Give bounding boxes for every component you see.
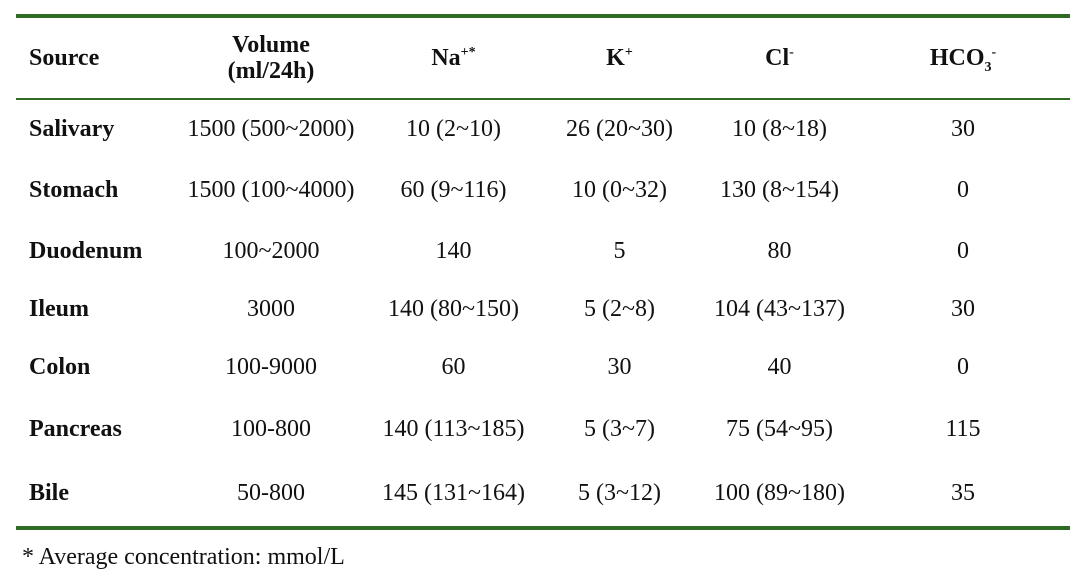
table-top-rule: [16, 14, 1070, 18]
cell-k: 30: [607, 353, 632, 380]
header-cl-text: Cl: [765, 44, 790, 71]
header-k: K+: [536, 18, 703, 98]
header-volume: Volume (ml/24h): [171, 18, 371, 98]
header-k-text: K: [606, 44, 625, 71]
cell-hco3: 0: [957, 238, 969, 264]
cell-k: 26 (20~30): [566, 115, 673, 142]
cell-cl: 80: [767, 238, 792, 264]
header-hco3-sub: 3: [984, 59, 992, 75]
cell-hco3: 35: [951, 479, 975, 506]
header-volume-line1: Volume: [232, 31, 310, 58]
cell-hco3: 115: [945, 416, 981, 442]
cell-volume: 1500 (500~2000): [187, 115, 355, 142]
header-hco3-text: HCO: [929, 44, 985, 71]
cell-na: 10 (2~10): [406, 115, 501, 142]
table-bottom-rule: [16, 526, 1070, 530]
cell-source: Bile: [29, 479, 69, 506]
cell-k: 5: [613, 238, 626, 264]
table-row: Salivary 1500 (500~2000) 10 (2~10) 26 (2…: [16, 98, 1070, 160]
header-k-sup: +: [624, 44, 633, 60]
header-cl-sup: -: [789, 44, 794, 60]
cell-volume: 1500 (100~4000): [187, 177, 355, 203]
table-row: Duodenum 100~2000 140 5 80 0: [16, 221, 1070, 282]
table-row: Bile 50-800 145 (131~164) 5 (3~12) 100 (…: [16, 462, 1070, 524]
table-header-row: Source Volume (ml/24h) Na+* K+ Cl- HCO3-: [16, 18, 1070, 98]
cell-cl: 100 (89~180): [714, 479, 845, 506]
cell-source: Ileum: [29, 296, 89, 322]
header-na: Na+*: [371, 18, 536, 98]
cell-source: Stomach: [29, 177, 119, 203]
table-row: Ileum 3000 140 (80~150) 5 (2~8) 104 (43~…: [16, 282, 1070, 337]
cell-volume: 100~2000: [222, 238, 320, 264]
header-hco3: HCO3-: [856, 18, 1070, 98]
cell-k: 5 (2~8): [584, 296, 655, 322]
header-na-text: Na: [431, 44, 461, 71]
header-hco3-sup: -: [991, 44, 997, 60]
cell-na: 140 (113~185): [382, 416, 525, 442]
cell-na: 145 (131~164): [382, 479, 525, 506]
table-header-rule: [16, 98, 1070, 100]
cell-k: 10 (0~32): [572, 177, 667, 203]
cell-source: Salivary: [29, 115, 115, 142]
cell-volume: 100-9000: [225, 353, 317, 380]
cell-source: Colon: [29, 353, 91, 380]
cell-cl: 10 (8~18): [732, 115, 827, 142]
cell-source: Pancreas: [29, 416, 122, 442]
cell-k: 5 (3~12): [578, 479, 661, 506]
cell-na: 140 (80~150): [388, 296, 519, 322]
header-cl: Cl-: [703, 18, 856, 98]
cell-cl: 75 (54~95): [726, 416, 833, 442]
cell-volume: 3000: [247, 296, 295, 322]
header-volume-line2: (ml/24h): [227, 58, 315, 84]
cell-hco3: 0: [957, 177, 969, 203]
cell-volume: 100-800: [231, 416, 311, 442]
cell-hco3: 30: [951, 296, 975, 322]
electrolyte-table: Source Volume (ml/24h) Na+* K+ Cl- HCO3-…: [16, 18, 1070, 524]
header-na-sup: +*: [460, 44, 476, 60]
table-row: Stomach 1500 (100~4000) 60 (9~116) 10 (0…: [16, 160, 1070, 221]
cell-k: 5 (3~7): [584, 416, 655, 442]
table-row: Colon 100-9000 60 30 40 0: [16, 337, 1070, 397]
table-row: Pancreas 100-800 140 (113~185) 5 (3~7) 7…: [16, 397, 1070, 462]
cell-source: Duodenum: [29, 238, 143, 264]
cell-na: 60: [441, 353, 466, 380]
header-source: Source: [29, 44, 100, 71]
cell-cl: 40: [767, 353, 792, 380]
cell-cl: 104 (43~137): [714, 296, 845, 322]
cell-na: 60 (9~116): [400, 177, 507, 203]
table-footnote: * Average concentration: mmol/L: [22, 544, 345, 570]
cell-volume: 50-800: [237, 479, 305, 506]
cell-na: 140: [435, 238, 472, 264]
cell-hco3: 30: [951, 115, 975, 142]
cell-cl: 130 (8~154): [720, 177, 839, 203]
cell-hco3: 0: [957, 353, 969, 380]
